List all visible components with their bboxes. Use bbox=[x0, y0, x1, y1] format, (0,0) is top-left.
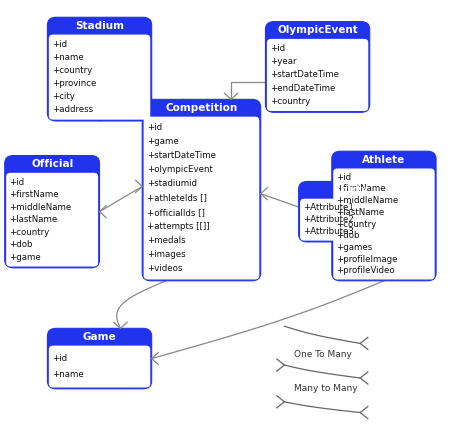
Text: +address: +address bbox=[52, 105, 93, 114]
Text: +startDateTime: +startDateTime bbox=[147, 151, 216, 160]
Text: +country: +country bbox=[337, 219, 377, 229]
FancyBboxPatch shape bbox=[6, 173, 98, 267]
Text: OlympicEvent: OlympicEvent bbox=[277, 25, 358, 35]
Text: +stadiumid: +stadiumid bbox=[147, 179, 197, 188]
FancyBboxPatch shape bbox=[5, 156, 100, 268]
Text: +middleName: +middleName bbox=[9, 203, 72, 212]
Text: +Attribute1: +Attribute1 bbox=[303, 203, 354, 212]
Text: +dob: +dob bbox=[337, 231, 360, 240]
Text: +medals: +medals bbox=[147, 236, 185, 245]
Text: Game: Game bbox=[83, 332, 116, 342]
Text: +game: +game bbox=[147, 137, 179, 146]
Text: +Attribute2: +Attribute2 bbox=[303, 215, 354, 224]
Text: +game: +game bbox=[9, 253, 41, 262]
Text: +profileImage: +profileImage bbox=[337, 254, 398, 264]
Text: Many to Many: Many to Many bbox=[294, 384, 357, 394]
Text: +startDateTime: +startDateTime bbox=[270, 70, 339, 79]
FancyBboxPatch shape bbox=[142, 99, 261, 281]
Text: +officialIds []: +officialIds [] bbox=[147, 208, 205, 217]
Text: Entity: Entity bbox=[333, 185, 368, 195]
FancyBboxPatch shape bbox=[265, 22, 370, 112]
FancyBboxPatch shape bbox=[47, 328, 152, 389]
Text: One To Many: One To Many bbox=[294, 350, 352, 359]
FancyBboxPatch shape bbox=[49, 346, 150, 388]
Text: +country: +country bbox=[270, 97, 310, 106]
FancyBboxPatch shape bbox=[49, 35, 150, 120]
Text: +lastName: +lastName bbox=[9, 215, 58, 224]
Text: Official: Official bbox=[31, 159, 73, 169]
Text: +id: +id bbox=[52, 40, 67, 49]
Text: +Attribute3: +Attribute3 bbox=[303, 227, 354, 236]
Text: +firstName: +firstName bbox=[337, 184, 386, 194]
Text: +province: +province bbox=[52, 79, 97, 88]
FancyBboxPatch shape bbox=[333, 168, 435, 280]
Text: +middleName: +middleName bbox=[337, 196, 399, 205]
Text: +year: +year bbox=[270, 57, 297, 67]
Text: +images: +images bbox=[147, 250, 185, 259]
Text: +id: +id bbox=[270, 44, 285, 53]
FancyBboxPatch shape bbox=[299, 181, 403, 242]
FancyBboxPatch shape bbox=[300, 199, 401, 241]
FancyBboxPatch shape bbox=[47, 17, 152, 121]
Text: +profileVideo: +profileVideo bbox=[337, 267, 395, 275]
Text: +lastName: +lastName bbox=[337, 208, 385, 217]
Text: +id: +id bbox=[9, 178, 25, 187]
Text: +games: +games bbox=[337, 243, 373, 252]
Text: +id: +id bbox=[337, 173, 352, 182]
Text: +firstName: +firstName bbox=[9, 190, 59, 199]
Text: +videos: +videos bbox=[147, 264, 182, 273]
FancyBboxPatch shape bbox=[332, 151, 436, 281]
FancyBboxPatch shape bbox=[267, 39, 368, 111]
Text: +country: +country bbox=[9, 228, 50, 237]
Text: +endDateTime: +endDateTime bbox=[270, 83, 336, 92]
Text: +city: +city bbox=[52, 92, 75, 101]
Text: +olympicEvent: +olympicEvent bbox=[147, 165, 213, 174]
Text: +athleteIds []: +athleteIds [] bbox=[147, 194, 207, 203]
FancyBboxPatch shape bbox=[144, 117, 259, 280]
Text: +id: +id bbox=[147, 123, 162, 132]
Text: +country: +country bbox=[52, 66, 92, 75]
Text: +id: +id bbox=[52, 353, 67, 362]
Text: +name: +name bbox=[52, 53, 84, 62]
Text: +name: +name bbox=[52, 370, 84, 379]
Text: Stadium: Stadium bbox=[75, 21, 124, 31]
Text: Competition: Competition bbox=[165, 103, 237, 113]
Text: Athlete: Athlete bbox=[362, 155, 406, 165]
Text: +attempts [[]]: +attempts [[]] bbox=[147, 222, 210, 231]
Text: +dob: +dob bbox=[9, 240, 33, 249]
